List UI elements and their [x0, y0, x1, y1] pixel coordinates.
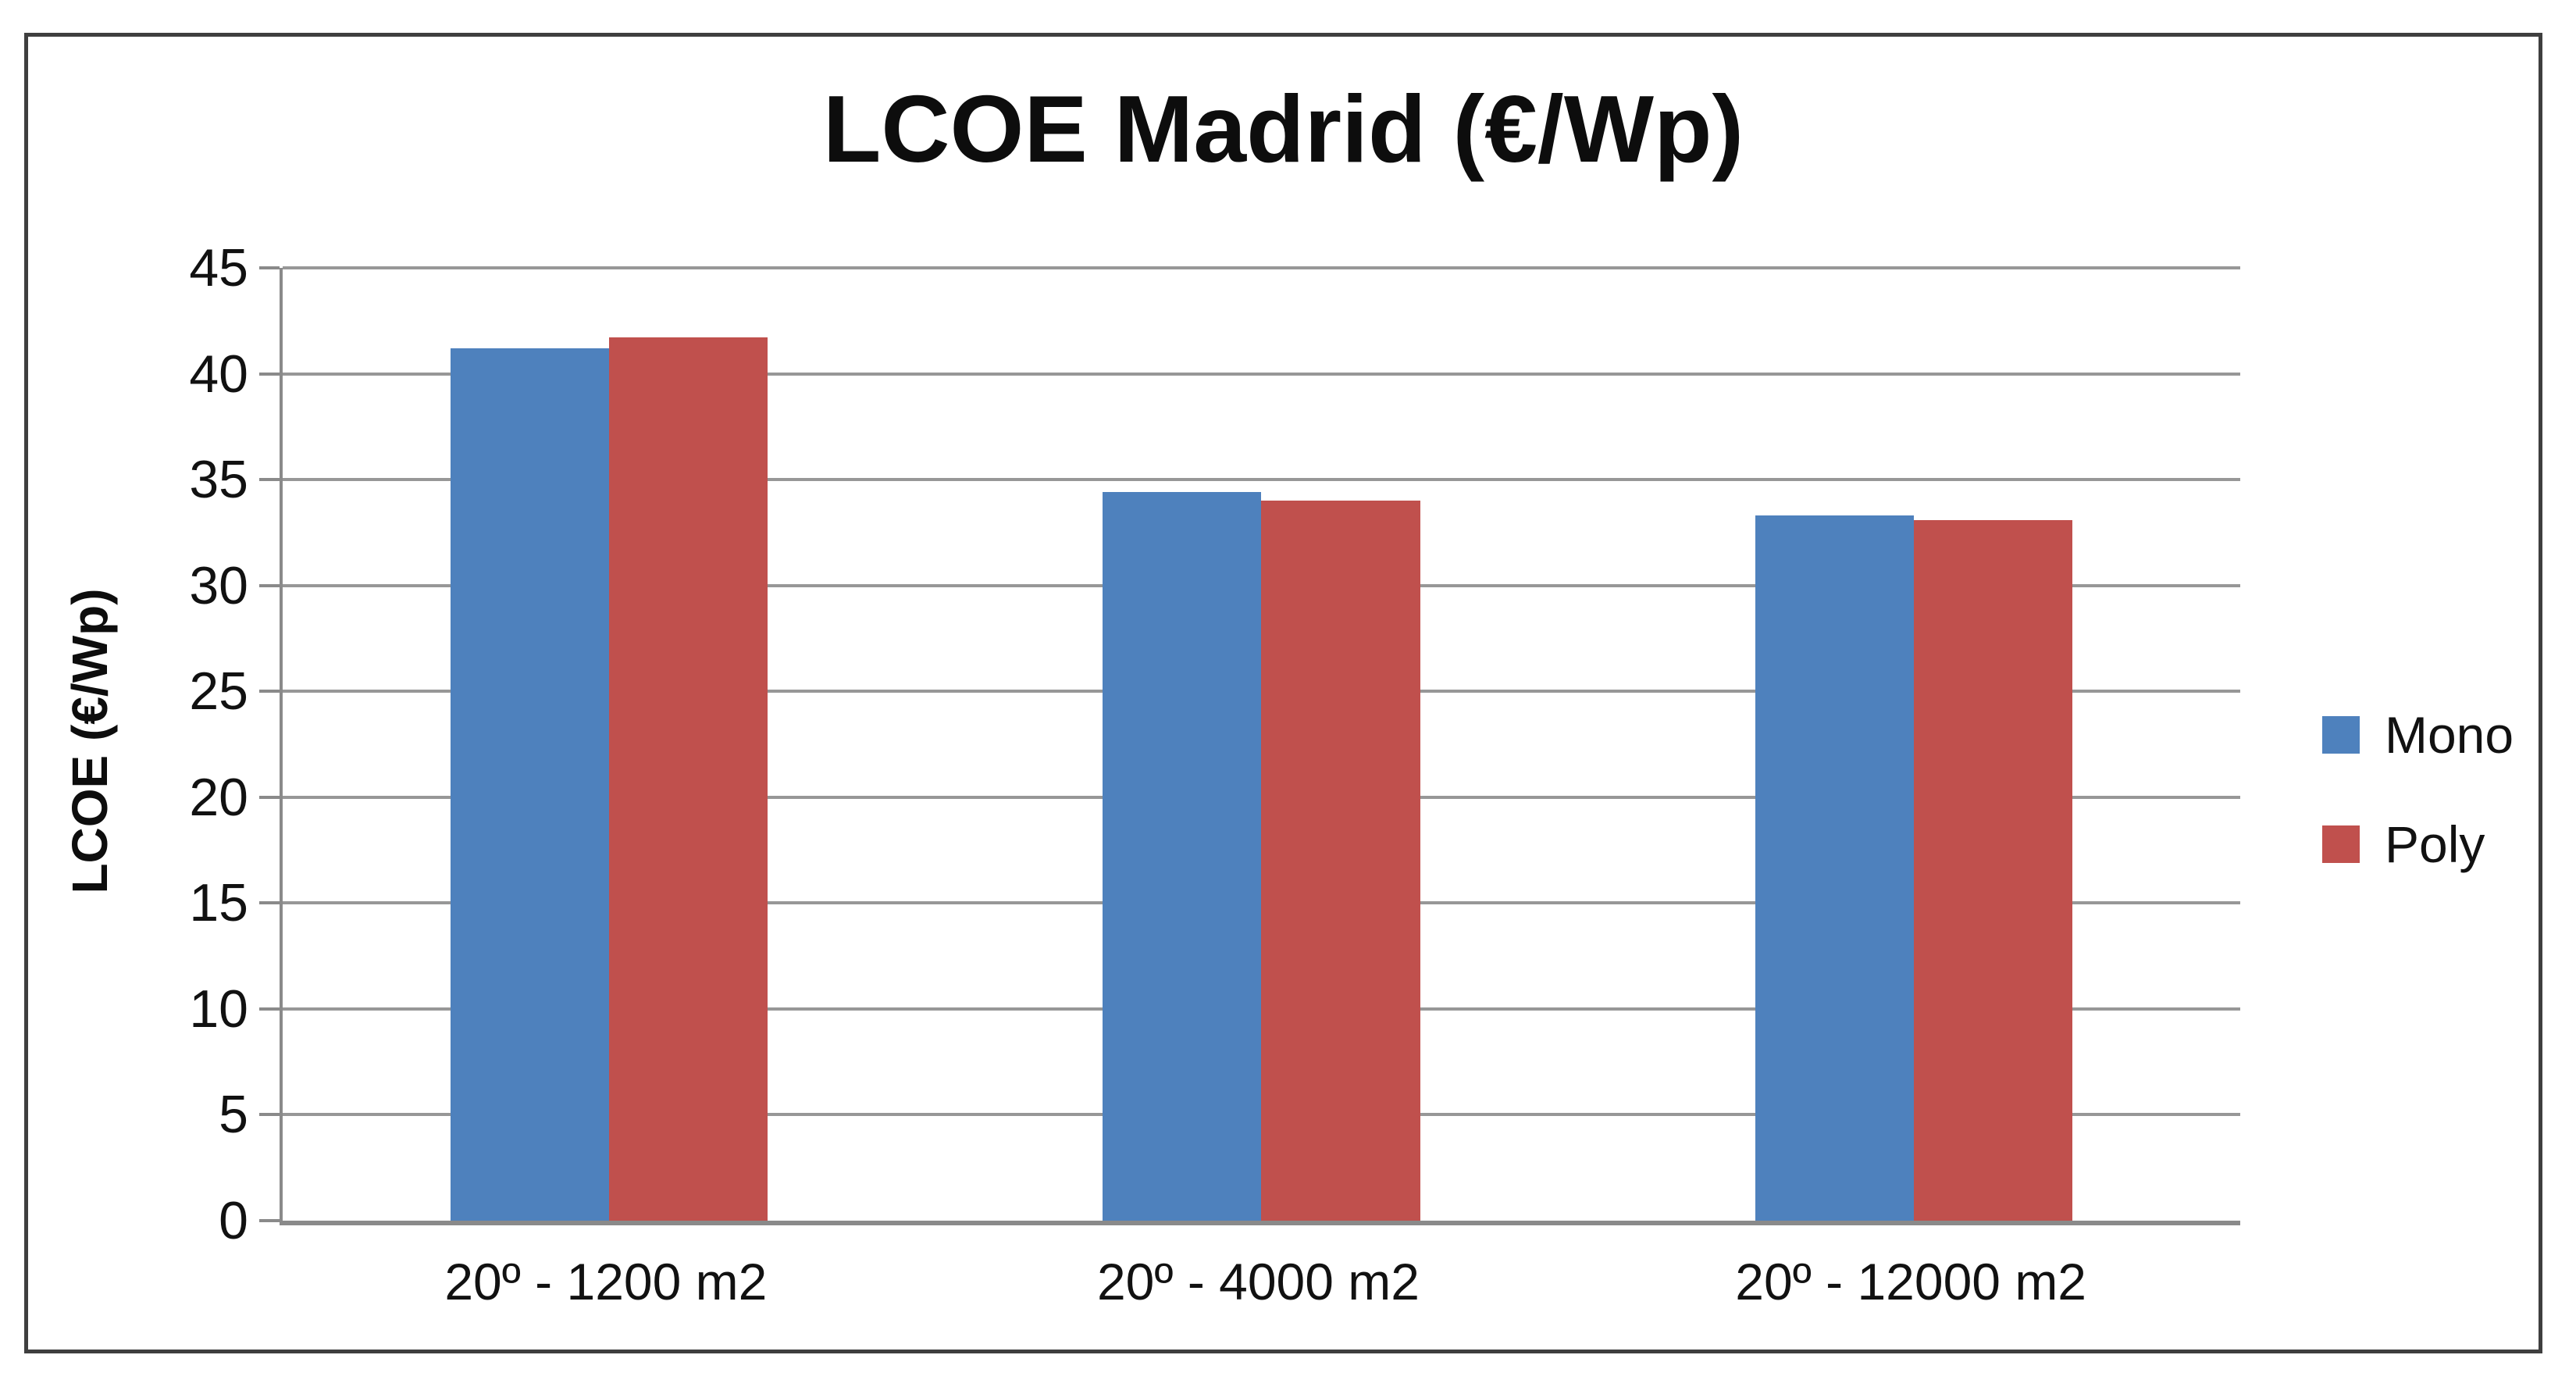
plot-area: 0 5 10 15 20 25 30 35 40 45 — [189, 240, 2240, 1249]
mono-swatch-icon — [2322, 716, 2360, 754]
y-tickmark-20 — [259, 795, 280, 799]
bar-poly-2 — [1261, 501, 1420, 1221]
y-tick-label-5: 5 — [219, 1085, 248, 1145]
bar-group-1 — [283, 268, 935, 1221]
y-tickmark-0 — [259, 1219, 280, 1222]
y-tickmark-10 — [259, 1007, 280, 1011]
x-category-label-3: 20º - 12000 m2 — [1735, 1253, 2087, 1310]
y-tick-label-15: 15 — [189, 873, 248, 933]
y-tickmark-25 — [259, 690, 280, 694]
y-tick-label-0: 0 — [219, 1191, 248, 1250]
chart-frame: LCOE Madrid (€/Wp) LCOE (€/Wp) 0 5 10 15 20 2… — [24, 33, 2542, 1353]
x-category-label-1: 20º - 1200 m2 — [444, 1253, 768, 1310]
y-tickmark-40 — [259, 372, 280, 376]
y-tickmark-30 — [259, 583, 280, 587]
bar-mono-1 — [450, 348, 609, 1221]
y-tick-label-45: 45 — [189, 238, 248, 298]
gridline-45 — [283, 266, 2240, 269]
y-tickmark-45 — [259, 266, 280, 269]
y-tick-label-40: 40 — [189, 344, 248, 404]
y-tickmark-5 — [259, 1113, 280, 1117]
y-tick-label-25: 25 — [189, 661, 248, 722]
x-category-label-2: 20º - 4000 m2 — [1096, 1253, 1420, 1310]
y-tick-label-10: 10 — [189, 979, 248, 1039]
y-tick-label-20: 20 — [189, 767, 248, 827]
bar-group-3 — [1587, 268, 2240, 1221]
y-tick-label-30: 30 — [189, 555, 248, 615]
y-axis-title: LCOE (€/Wp) — [62, 588, 118, 894]
legend-label-poly: Poly — [2385, 815, 2485, 873]
y-tick-label-35: 35 — [189, 450, 248, 510]
y-tickmark-35 — [259, 478, 280, 482]
bar-mono-2 — [1103, 492, 1262, 1221]
y-tickmark-15 — [259, 901, 280, 905]
legend-item-mono: Mono — [2322, 705, 2514, 765]
bar-group-2 — [935, 268, 1588, 1221]
bar-poly-3 — [1914, 519, 2073, 1221]
bar-poly-1 — [608, 337, 768, 1221]
legend-label-mono: Mono — [2385, 706, 2514, 764]
gridline-40 — [283, 372, 2240, 376]
poly-swatch-icon — [2322, 825, 2360, 863]
gridline-35 — [283, 478, 2240, 482]
bar-mono-3 — [1755, 515, 1915, 1221]
legend-item-poly: Poly — [2322, 815, 2514, 874]
x-axis-labels: 20º - 1200 m2 20º - 4000 m2 20º - 12000 m2 — [280, 1252, 2237, 1322]
legend: Mono Poly — [2322, 705, 2514, 874]
chart-title: LCOE Madrid (€/Wp) — [822, 76, 1744, 182]
